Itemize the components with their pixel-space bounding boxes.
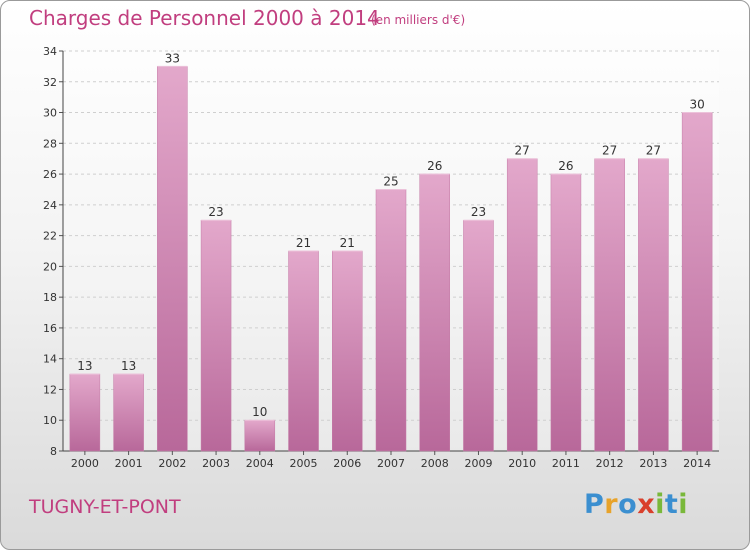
x-tick-label: 2001 <box>115 457 143 470</box>
x-tick-label: 2009 <box>464 457 492 470</box>
bar <box>113 373 144 452</box>
logo-letter: P <box>584 489 605 520</box>
bar <box>244 419 276 452</box>
y-tick-label: 28 <box>43 137 57 150</box>
x-tick-label: 2012 <box>596 457 624 470</box>
bar <box>550 173 582 452</box>
x-tick-label: 2011 <box>552 457 580 470</box>
data-label: 21 <box>296 236 311 250</box>
y-tick-label: 16 <box>43 322 57 335</box>
data-label: 25 <box>383 174 398 188</box>
x-tick-label: 2005 <box>290 457 318 470</box>
data-label: 33 <box>165 51 180 65</box>
data-label: 26 <box>558 159 573 173</box>
bar <box>69 373 101 452</box>
chart-subtitle: (en milliers d'€) <box>371 13 466 27</box>
y-tick-label: 30 <box>43 107 57 120</box>
logo-letter: t <box>664 489 679 520</box>
y-tick-label: 14 <box>43 353 57 366</box>
bar <box>506 158 538 452</box>
y-tick-label: 34 <box>43 45 57 58</box>
bar <box>419 173 450 452</box>
y-tick-label: 10 <box>43 414 57 427</box>
x-tick-label: 2006 <box>333 457 361 470</box>
data-label: 13 <box>121 359 136 373</box>
x-tick-label: 2003 <box>202 457 230 470</box>
y-tick-label: 20 <box>43 260 57 273</box>
y-tick-label: 22 <box>43 230 57 243</box>
data-label: 27 <box>515 144 530 158</box>
y-tick-label: 18 <box>43 291 57 304</box>
data-label: 26 <box>427 159 442 173</box>
bar <box>288 250 319 452</box>
y-tick-label: 12 <box>43 383 57 396</box>
x-tick-label: 2002 <box>158 457 186 470</box>
bar <box>681 112 713 452</box>
x-tick-label: 2013 <box>639 457 667 470</box>
y-tick-label: 24 <box>43 199 57 212</box>
data-label: 21 <box>340 236 355 250</box>
y-tick-label: 32 <box>43 76 57 89</box>
data-label: 23 <box>208 205 223 219</box>
chart-title: Charges de Personnel 2000 à 2014 <box>29 6 380 30</box>
x-tick-label: 2010 <box>508 457 536 470</box>
bar <box>638 158 669 452</box>
proxiti-logo: Proxiti <box>584 489 688 520</box>
bar <box>594 158 625 452</box>
data-label: 27 <box>646 144 661 158</box>
y-tick-label: 26 <box>43 168 57 181</box>
logo-letter: r <box>604 489 619 520</box>
data-label: 13 <box>77 359 92 373</box>
x-tick-label: 2014 <box>683 457 711 470</box>
x-tick-label: 2004 <box>246 457 274 470</box>
data-label: 30 <box>689 98 704 112</box>
x-tick-label: 2000 <box>71 457 99 470</box>
bar <box>463 219 494 452</box>
commune-name: TUGNY-ET-PONT <box>29 496 181 518</box>
logo-letter: i <box>678 489 689 520</box>
logo-letter: o <box>618 489 638 520</box>
bar <box>375 189 407 452</box>
bar <box>200 219 232 452</box>
data-label: 23 <box>471 205 486 219</box>
y-tick-label: 8 <box>50 445 57 458</box>
data-label: 27 <box>602 144 617 158</box>
logo-letter: i <box>655 489 665 520</box>
bar <box>157 66 188 452</box>
x-tick-label: 2008 <box>421 457 449 470</box>
bar <box>332 250 363 452</box>
logo-letter: x <box>637 489 656 520</box>
x-tick-label: 2007 <box>377 457 405 470</box>
data-label: 10 <box>252 405 267 419</box>
